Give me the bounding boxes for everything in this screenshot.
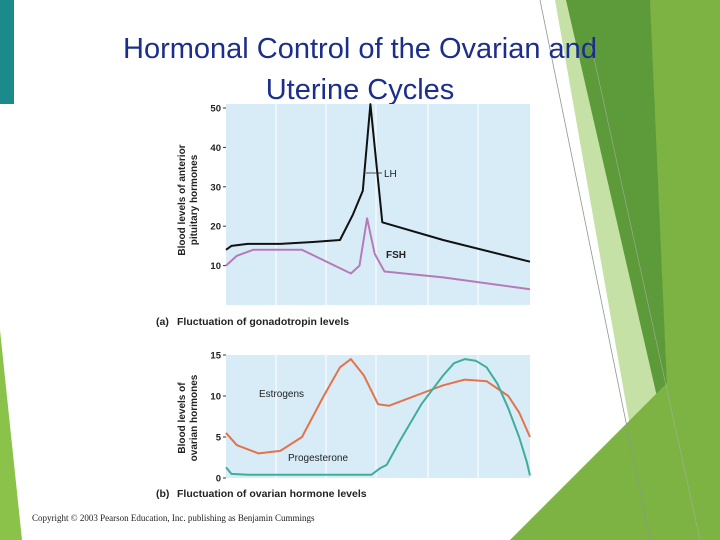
slide-title-line1: Hormonal Control of the Ovarian and bbox=[123, 33, 597, 65]
slide-title-line2: Uterine Cycles bbox=[265, 74, 455, 106]
y-tick-label-ovarian-2: 10 bbox=[210, 392, 221, 403]
caption-tag-gonadotropin: (a) bbox=[156, 316, 169, 328]
series-label-lh: LH bbox=[384, 169, 397, 180]
y-tick-label-ovarian-1: 5 bbox=[216, 433, 222, 444]
copyright-text: Copyright © 2003 Pearson Education, Inc.… bbox=[32, 513, 315, 523]
y-axis-label-gonadotropin-line1: Blood levels of anterior bbox=[177, 144, 188, 255]
caption-tag-ovarian: (b) bbox=[156, 488, 169, 500]
y-axis-label-ovarian-line2: ovarian hormones bbox=[189, 374, 200, 461]
y-tick-label-ovarian-0: 0 bbox=[216, 474, 221, 485]
y-tick-label-gonadotropin-4: 50 bbox=[210, 104, 221, 115]
series-line-lh bbox=[225, 103, 531, 263]
series-label-fsh: FSH bbox=[386, 250, 406, 261]
caption-gonadotropin: Fluctuation of gonadotropin levels bbox=[177, 316, 349, 328]
y-tick-label-gonadotropin-2: 30 bbox=[210, 182, 221, 193]
y-tick-label-gonadotropin-1: 20 bbox=[210, 222, 221, 233]
deco-thin-line-2 bbox=[589, 39, 701, 540]
plot-background-ovarian bbox=[226, 355, 530, 478]
series-line-progesterone bbox=[225, 358, 531, 476]
y-axis-label-gonadotropin-line2: pituitary hormones bbox=[189, 154, 200, 245]
series-line-estrogens bbox=[225, 358, 531, 455]
deco-thin-line-1 bbox=[539, 0, 651, 540]
y-tick-label-ovarian-3: 15 bbox=[210, 351, 221, 362]
series-label-progesterone: Progesterone bbox=[288, 453, 348, 464]
series-label-estrogens: Estrogens bbox=[259, 389, 304, 400]
deco-bottom-right-triangle bbox=[510, 330, 720, 540]
caption-ovarian: Fluctuation of ovarian hormone levels bbox=[177, 488, 367, 500]
y-tick-label-gonadotropin-0: 10 bbox=[210, 261, 221, 272]
y-axis-label-ovarian-line1: Blood levels of bbox=[177, 382, 188, 454]
plot-background-gonadotropin bbox=[226, 104, 530, 305]
accent-bar bbox=[0, 0, 14, 104]
y-tick-label-gonadotropin-3: 40 bbox=[210, 143, 221, 154]
series-line-fsh bbox=[225, 217, 531, 291]
deco-bottom-left-triangle bbox=[0, 330, 22, 540]
